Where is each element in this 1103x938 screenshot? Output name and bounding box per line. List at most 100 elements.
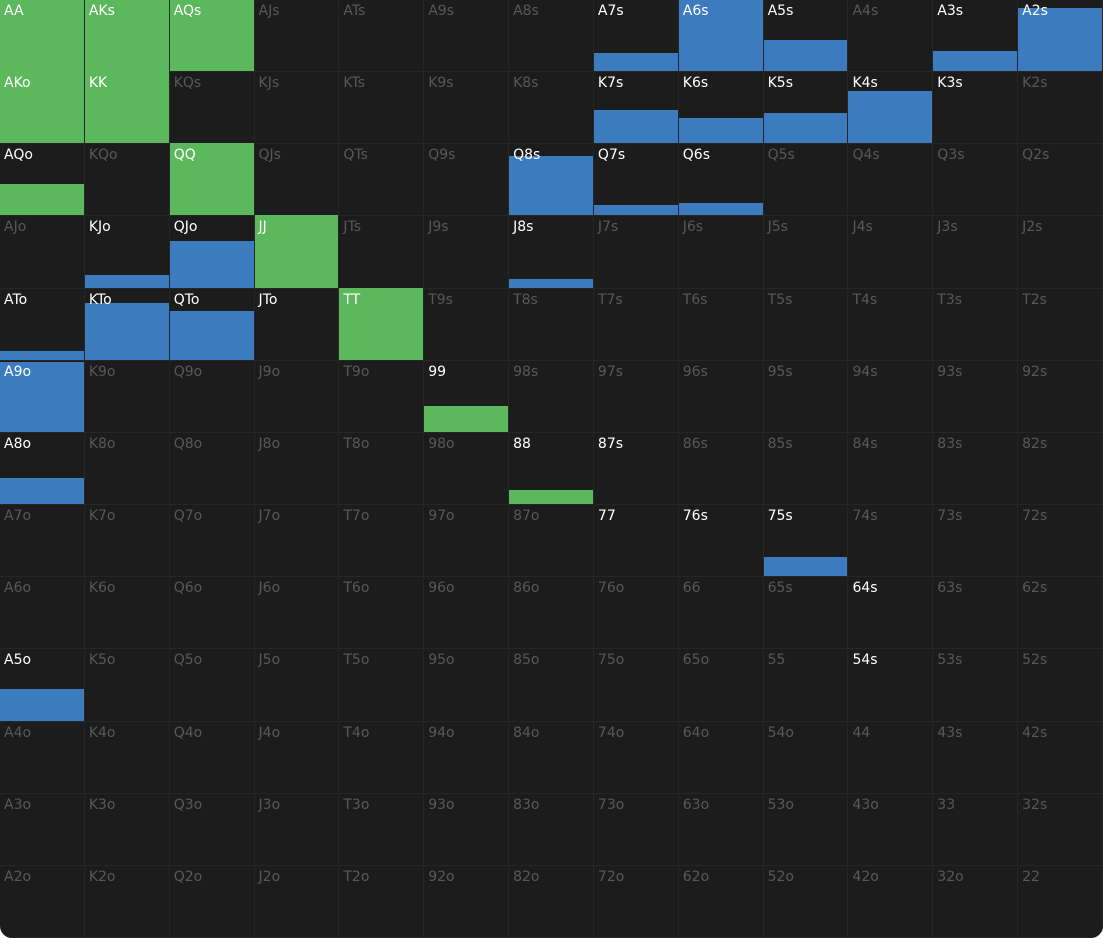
hand-cell[interactable]: 94s <box>848 360 934 433</box>
hand-cell[interactable]: J2s <box>1018 216 1103 289</box>
hand-cell[interactable]: K7s <box>593 72 679 145</box>
hand-cell[interactable]: T5o <box>339 649 425 722</box>
hand-cell[interactable]: 63s <box>933 577 1019 650</box>
hand-cell[interactable]: A2s <box>1018 0 1103 73</box>
hand-cell[interactable]: J9s <box>424 216 510 289</box>
hand-cell[interactable]: AQs <box>169 0 255 73</box>
hand-cell[interactable]: AQo <box>0 144 85 217</box>
hand-cell[interactable]: J6o <box>254 577 340 650</box>
hand-cell[interactable]: Q7o <box>169 505 255 578</box>
hand-cell[interactable]: 92o <box>424 865 510 938</box>
hand-cell[interactable]: Q5o <box>169 649 255 722</box>
hand-cell[interactable]: Q9s <box>424 144 510 217</box>
hand-cell[interactable]: 95o <box>424 649 510 722</box>
hand-cell[interactable]: J9o <box>254 360 340 433</box>
hand-cell[interactable]: KJo <box>84 216 170 289</box>
hand-cell[interactable]: K3o <box>84 793 170 866</box>
hand-cell[interactable]: 72s <box>1018 505 1103 578</box>
hand-cell[interactable]: J4s <box>848 216 934 289</box>
hand-cell[interactable]: K5s <box>763 72 849 145</box>
hand-cell[interactable]: 84s <box>848 432 934 506</box>
hand-cell[interactable]: A7s <box>593 0 679 73</box>
hand-cell[interactable]: KTs <box>339 72 425 145</box>
hand-cell[interactable]: QJs <box>254 144 340 217</box>
hand-cell[interactable]: 33 <box>933 793 1019 866</box>
hand-cell[interactable]: A5s <box>763 0 849 73</box>
hand-cell[interactable]: 73s <box>933 505 1019 578</box>
hand-cell[interactable]: 86o <box>509 577 594 650</box>
hand-cell[interactable]: 43s <box>933 721 1019 794</box>
hand-cell[interactable]: T6s <box>678 288 764 361</box>
hand-cell[interactable]: 76o <box>593 577 679 650</box>
hand-cell[interactable]: 96o <box>424 577 510 650</box>
hand-cell[interactable]: QQ <box>169 143 255 217</box>
hand-cell[interactable]: J6s <box>678 216 764 289</box>
hand-cell[interactable]: T6o <box>339 577 425 650</box>
hand-cell[interactable]: Q3o <box>169 793 255 866</box>
hand-cell[interactable]: 64o <box>678 721 764 794</box>
hand-cell[interactable]: 55 <box>763 649 849 722</box>
hand-cell[interactable]: 93s <box>933 360 1019 433</box>
hand-cell[interactable]: K9s <box>424 72 510 145</box>
hand-cell[interactable]: 86s <box>678 432 764 506</box>
hand-cell[interactable]: A2o <box>0 865 85 938</box>
hand-cell[interactable]: 62o <box>678 865 764 938</box>
hand-cell[interactable]: 43o <box>848 793 934 866</box>
hand-cell[interactable]: 42s <box>1018 721 1103 794</box>
hand-cell[interactable]: J3o <box>254 793 340 866</box>
hand-cell[interactable]: 52s <box>1018 649 1103 722</box>
hand-cell[interactable]: T3o <box>339 793 425 866</box>
hand-cell[interactable]: 32o <box>933 865 1019 938</box>
hand-cell[interactable]: A9o <box>0 360 85 433</box>
hand-cell[interactable]: KQs <box>169 72 255 145</box>
hand-cell[interactable]: K9o <box>84 360 170 433</box>
hand-cell[interactable]: K7o <box>84 505 170 578</box>
hand-cell[interactable]: J2o <box>254 865 340 938</box>
hand-cell[interactable]: 82o <box>509 865 594 938</box>
hand-cell[interactable]: AKs <box>84 0 170 73</box>
hand-cell[interactable]: K8o <box>84 432 170 506</box>
hand-cell[interactable]: 77 <box>593 505 679 578</box>
hand-cell[interactable]: JTo <box>254 288 340 361</box>
hand-cell[interactable]: 52o <box>763 865 849 938</box>
hand-cell[interactable]: 62s <box>1018 577 1103 650</box>
hand-cell[interactable]: KJs <box>254 72 340 145</box>
hand-cell[interactable]: 98s <box>509 360 594 433</box>
hand-cell[interactable]: 85o <box>509 649 594 722</box>
hand-cell[interactable]: T9s <box>424 288 510 361</box>
hand-cell[interactable]: KK <box>84 71 170 145</box>
hand-cell[interactable]: 75o <box>593 649 679 722</box>
hand-cell[interactable]: AKo <box>0 71 85 145</box>
hand-cell[interactable]: 75s <box>763 505 849 578</box>
hand-cell[interactable]: Q4o <box>169 721 255 794</box>
hand-cell[interactable]: 66 <box>678 577 764 650</box>
hand-cell[interactable]: Q7s <box>593 144 679 217</box>
hand-cell[interactable]: Q6s <box>678 144 764 217</box>
hand-cell[interactable]: A9s <box>424 0 510 73</box>
hand-cell[interactable]: J8o <box>254 432 340 506</box>
hand-cell[interactable]: T2s <box>1018 288 1103 361</box>
hand-cell[interactable]: T2o <box>339 865 425 938</box>
hand-cell[interactable]: 65s <box>763 577 849 650</box>
hand-cell[interactable]: Q2o <box>169 865 255 938</box>
hand-cell[interactable]: 74s <box>848 505 934 578</box>
hand-cell[interactable]: 83o <box>509 793 594 866</box>
hand-cell[interactable]: K3s <box>933 72 1019 145</box>
hand-cell[interactable]: KQo <box>84 144 170 217</box>
hand-cell[interactable]: 63o <box>678 793 764 866</box>
hand-cell[interactable]: 53o <box>763 793 849 866</box>
hand-cell[interactable]: 97s <box>593 360 679 433</box>
hand-cell[interactable]: K2s <box>1018 72 1103 145</box>
hand-cell[interactable]: TT <box>339 287 425 361</box>
hand-cell[interactable]: A5o <box>0 649 85 722</box>
hand-cell[interactable]: AJo <box>0 216 85 289</box>
hand-cell[interactable]: T4o <box>339 721 425 794</box>
hand-cell[interactable]: QTo <box>169 288 255 361</box>
hand-cell[interactable]: QJo <box>169 216 255 289</box>
hand-cell[interactable]: ATs <box>339 0 425 73</box>
hand-cell[interactable]: QTs <box>339 144 425 217</box>
hand-cell[interactable]: A4s <box>848 0 934 73</box>
hand-cell[interactable]: T4s <box>848 288 934 361</box>
hand-cell[interactable]: 94o <box>424 721 510 794</box>
hand-cell[interactable]: Q6o <box>169 577 255 650</box>
